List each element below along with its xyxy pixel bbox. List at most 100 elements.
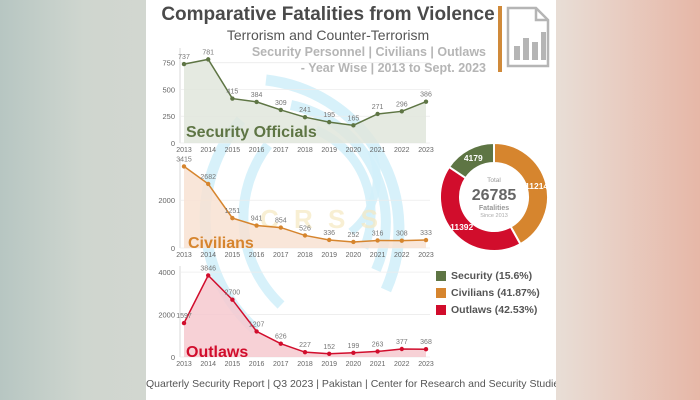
data-point: [351, 350, 356, 355]
data-label: 368: [420, 339, 432, 346]
data-point: [206, 273, 211, 278]
page-subtitle: Terrorism and Counter-Terrorism: [226, 27, 430, 43]
data-point: [351, 123, 356, 128]
data-label: 336: [323, 230, 335, 237]
pie-slice-security: [447, 141, 495, 180]
series-name-label: Security Officials: [186, 124, 317, 141]
data-label: 1207: [249, 321, 265, 328]
data-label: 165: [348, 115, 360, 122]
data-point: [375, 111, 380, 117]
pie-slice-outlaws: [439, 165, 522, 252]
data-point: [206, 181, 211, 187]
x-tick-label: 2019: [321, 252, 337, 259]
data-label: 526: [299, 225, 311, 232]
data-point: [254, 329, 259, 334]
report-chart-icon: [506, 6, 550, 68]
data-label: 152: [323, 344, 335, 351]
x-tick-label: 2015: [225, 252, 241, 259]
x-tick-label: 2017: [273, 252, 289, 259]
data-label: 333: [420, 230, 432, 237]
data-label: 384: [251, 92, 263, 99]
data-point: [278, 107, 283, 113]
x-tick-label: 2017: [273, 147, 289, 154]
x-tick-label: 2015: [225, 147, 241, 154]
data-point: [351, 239, 356, 245]
x-tick-label: 2021: [370, 252, 386, 259]
data-point: [254, 99, 259, 105]
legend-item-security: Security (15.6%): [436, 268, 540, 283]
data-label: 415: [227, 89, 239, 96]
legend-swatch-outlaws: [436, 304, 446, 315]
legend-label: Outlaws (42.53%): [451, 303, 538, 316]
x-tick-label: 2014: [200, 361, 216, 368]
page-title: Comparative Fatalities from Violence: [161, 4, 495, 25]
x-tick-label: 2013: [176, 361, 192, 368]
data-point: [230, 96, 235, 101]
data-point: [327, 119, 332, 125]
data-label: 271: [372, 104, 384, 111]
data-label: 2682: [200, 174, 216, 181]
data-point: [278, 225, 283, 230]
data-point: [423, 237, 429, 243]
description-line-2: - Year Wise | 2013 to Sept. 2023: [300, 61, 486, 75]
data-point: [206, 57, 211, 62]
description-line-1: Security Personnel | Civilians | Outlaws: [251, 45, 486, 59]
x-tick-label: 2015: [225, 361, 241, 368]
data-label: 941: [251, 216, 263, 223]
x-tick-label: 2016: [249, 252, 265, 259]
data-point: [302, 233, 308, 238]
x-tick-label: 2022: [394, 147, 410, 154]
y-tick-label: 2000: [158, 196, 175, 205]
x-tick-label: 2013: [176, 252, 192, 259]
legend-label: Security (15.6%): [451, 269, 533, 282]
series-area: [184, 59, 426, 144]
data-label: 626: [275, 334, 287, 341]
data-label: 296: [396, 101, 408, 108]
data-point: [423, 346, 429, 352]
x-tick-label: 2023: [418, 147, 434, 154]
x-tick-label: 2013: [176, 147, 192, 154]
data-label: 377: [396, 339, 408, 346]
source-footer: Quarterly Security Report | Q3 2023 | Pa…: [146, 378, 556, 390]
series-name-label: Civilians: [188, 235, 254, 252]
x-tick-label: 2019: [321, 361, 337, 368]
data-label: 3846: [200, 265, 216, 272]
donut-legend: Security (15.6%) Civilians (41.87%) Outl…: [436, 268, 540, 319]
y-tick-label: 0: [171, 139, 175, 148]
y-tick-label: 2000: [158, 311, 175, 320]
x-tick-label: 2014: [200, 252, 216, 259]
data-label: 263: [372, 341, 384, 348]
data-label: 227: [299, 342, 311, 349]
slice-value-label: 11214: [525, 181, 548, 191]
data-point: [327, 351, 332, 356]
x-tick-label: 2020: [346, 361, 362, 368]
x-tick-label: 2018: [297, 252, 313, 259]
x-tick-label: 2018: [297, 361, 313, 368]
y-tick-label: 250: [162, 112, 175, 121]
x-tick-label: 2020: [346, 252, 362, 259]
data-point: [302, 114, 308, 120]
y-tick-label: 0: [171, 353, 175, 362]
x-tick-label: 2020: [346, 147, 362, 154]
data-label: 3415: [176, 156, 192, 163]
x-tick-label: 2014: [200, 147, 216, 154]
data-point: [327, 237, 332, 243]
data-label: 386: [420, 92, 432, 99]
legend-item-outlaws: Outlaws (42.53%): [436, 302, 540, 317]
data-label: 781: [202, 49, 214, 56]
data-label: 1251: [225, 208, 241, 215]
data-label: 309: [275, 100, 287, 107]
data-label: 2700: [225, 290, 241, 297]
y-tick-label: 0: [171, 244, 175, 253]
x-tick-label: 2017: [273, 361, 289, 368]
legend-swatch-security: [436, 270, 446, 281]
data-point: [181, 164, 187, 169]
data-label: 308: [396, 231, 408, 238]
data-label: 316: [372, 230, 384, 237]
chart-description: Security Personnel | Civilians | Outlaws…: [252, 44, 486, 76]
data-point: [254, 223, 259, 228]
data-label: 854: [275, 218, 287, 225]
